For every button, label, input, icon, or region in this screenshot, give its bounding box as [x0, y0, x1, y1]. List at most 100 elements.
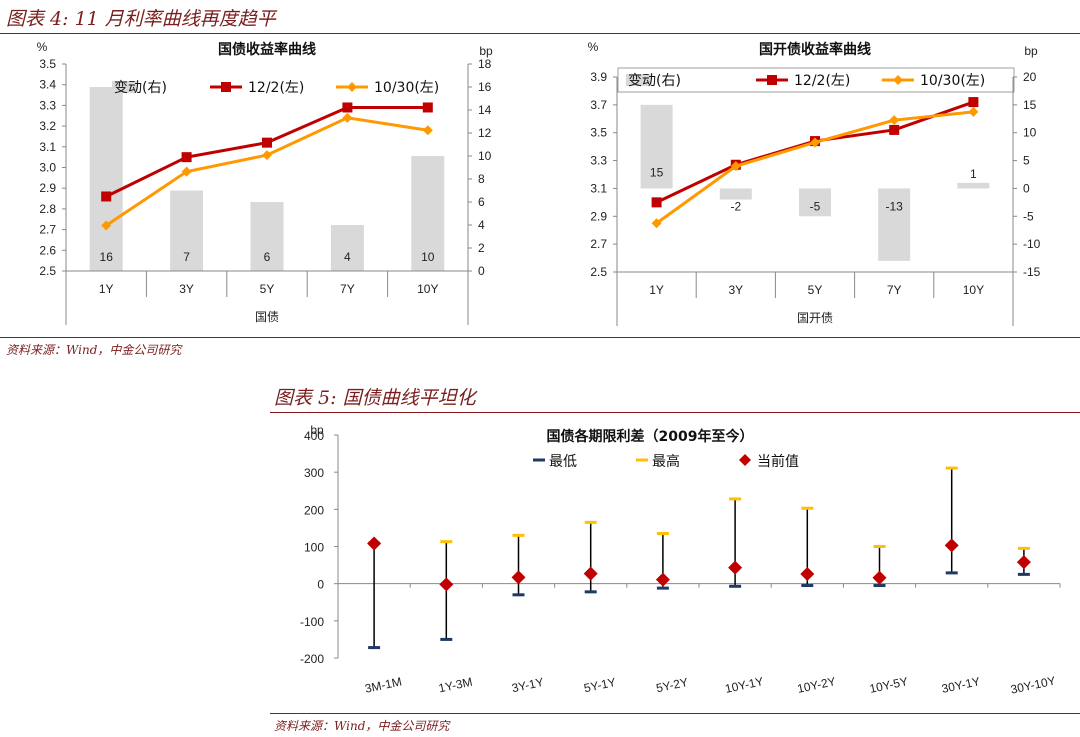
series-marker-dec2 — [968, 97, 979, 108]
series-marker-oct30 — [422, 125, 433, 136]
legend-label-oct30: 10/30(左) — [374, 80, 439, 96]
change-bar — [640, 104, 673, 189]
left-tick-label: 3.5 — [590, 126, 607, 140]
y-axis-unit: bp — [310, 423, 324, 437]
x-category-label: 10Y — [963, 283, 984, 297]
right-tick-label: 20 — [1023, 70, 1037, 84]
legend-box — [617, 67, 1015, 93]
left-tick-label: 2.5 — [39, 264, 56, 278]
right-tick-label: 4 — [478, 218, 485, 232]
legend-swatch-change — [112, 81, 138, 93]
right-tick-label: 0 — [1023, 181, 1030, 195]
series-marker-dec2 — [262, 137, 272, 148]
y-tick-label: 400 — [304, 429, 324, 443]
right-tick-label: 15 — [1023, 98, 1037, 112]
legend-marker-oct30 — [347, 82, 357, 92]
figure-4-bottom-rule — [0, 337, 1080, 338]
x-category-label: 5Y — [260, 282, 275, 296]
x-category-label: 10Y-1Y — [724, 674, 765, 696]
bar-value-label: -13 — [886, 199, 904, 213]
right-tick-label: 0 — [478, 264, 485, 278]
series-marker-oct30 — [889, 115, 900, 126]
left-tick-label: 3.2 — [39, 119, 56, 133]
change-bar — [799, 188, 831, 217]
legend-marker-dec2 — [767, 75, 777, 85]
legend-label-change: 变动(右) — [114, 80, 167, 96]
bar-value-label: 16 — [100, 250, 114, 264]
left-axis-unit: % — [588, 40, 599, 54]
right-axis-unit: bp — [1024, 44, 1038, 58]
series-marker-dec2 — [422, 102, 433, 113]
left-tick-label: 2.7 — [39, 223, 56, 237]
left-tick-label: 2.6 — [39, 243, 56, 257]
x-category-label: 30Y-1Y — [940, 674, 981, 696]
chart-treasury-spreads: 国债各期限利差（2009年至今） bp -200 -100 0 100 200 300 400 3… — [300, 423, 1061, 697]
left-tick-label: 2.9 — [39, 181, 56, 195]
right-tick-label: -15 — [1023, 265, 1041, 279]
current-marker — [800, 567, 815, 582]
left-tick-label: 2.5 — [590, 265, 607, 279]
right-tick-label: 16 — [478, 80, 492, 94]
chart-cdb-yield-curve: 国开债收益率曲线% bp 15 -2 -5 -13 1 2.5 2.7 2.9 3.1 3.3 3.5 3… — [588, 40, 1041, 326]
right-tick-label: 10 — [1023, 126, 1037, 140]
figure-4-title: 图表 4: 11 月利率曲线再度趋平 — [6, 8, 276, 30]
change-bar — [719, 188, 752, 200]
left-tick-label: 2.9 — [590, 209, 607, 223]
chart-title: 国开债收益率曲线 — [759, 41, 871, 58]
figure-4-source: 资料来源：Wind，中金公司研究 — [6, 343, 182, 357]
current-marker — [583, 566, 598, 581]
legend-marker-oct30 — [893, 75, 903, 85]
change-bar — [957, 182, 990, 189]
right-tick-label: 2 — [478, 241, 485, 255]
current-marker — [944, 538, 959, 553]
x-category-label: 7Y — [887, 283, 902, 297]
series-marker-dec2 — [101, 191, 112, 202]
left-tick-label: 3.9 — [590, 70, 607, 84]
chart-title: 国债收益率曲线 — [218, 41, 316, 58]
current-marker — [439, 577, 454, 592]
left-tick-label: 3.3 — [590, 154, 607, 168]
current-marker — [511, 570, 526, 585]
x-category-label: 10Y-2Y — [796, 674, 837, 696]
legend-label-dec2: 12/2(左) — [794, 73, 850, 89]
x-category-label: 7Y — [340, 282, 355, 296]
right-tick-label: 6 — [478, 195, 485, 209]
bar-value-label: 10 — [421, 250, 435, 264]
current-marker — [728, 560, 743, 575]
figure-5-title: 图表 5: 国债曲线平坦化 — [274, 387, 476, 409]
change-bar — [411, 156, 445, 271]
series-marker-oct30 — [181, 166, 192, 177]
y-tick-label: 100 — [304, 541, 324, 555]
y-tick-label: -200 — [300, 652, 324, 666]
legend-label-max: 最高 — [652, 453, 680, 470]
left-tick-label: 3.4 — [39, 78, 56, 92]
x-category-label: 3Y — [179, 282, 194, 296]
left-tick-label: 3.1 — [590, 181, 607, 195]
chart-treasury-yield-curve: 国债收益率曲线% bp 16 7 6 4 10 2.5 2.6 2.7 2.8 2.9 3.0 3.1 3.… — [37, 40, 493, 325]
right-tick-label: -10 — [1023, 237, 1041, 251]
series-marker-oct30 — [651, 218, 662, 229]
left-tick-label: 3.7 — [590, 98, 607, 112]
series-marker-oct30 — [262, 150, 272, 161]
x-category-label: 5Y-1Y — [583, 675, 617, 695]
left-tick-label: 2.7 — [590, 237, 607, 251]
current-marker — [1016, 555, 1031, 570]
y-tick-label: 200 — [304, 503, 324, 517]
legend-label-dec2: 12/2(左) — [248, 80, 304, 96]
bar-value-label: 4 — [344, 250, 351, 264]
change-bar — [89, 87, 123, 271]
series-marker-dec2 — [889, 124, 900, 135]
right-axis-unit: bp — [479, 44, 493, 58]
bar-value-label: -2 — [730, 199, 741, 213]
series-marker-oct30 — [968, 106, 979, 117]
legend-label-min: 最低 — [549, 454, 577, 470]
legend-marker-dec2 — [221, 82, 231, 92]
bar-value-label: -5 — [810, 199, 821, 213]
left-tick-label: 3.3 — [39, 98, 56, 112]
x-category-label: 1Y — [649, 283, 664, 297]
chart-title: 国债各期限利差（2009年至今） — [547, 428, 754, 445]
x-category-label: 10Y — [417, 282, 438, 296]
x-category-label: 30Y-10Y — [1009, 673, 1057, 696]
x-category-label: 3Y-1Y — [510, 675, 544, 695]
right-tick-label: 5 — [1023, 154, 1030, 168]
